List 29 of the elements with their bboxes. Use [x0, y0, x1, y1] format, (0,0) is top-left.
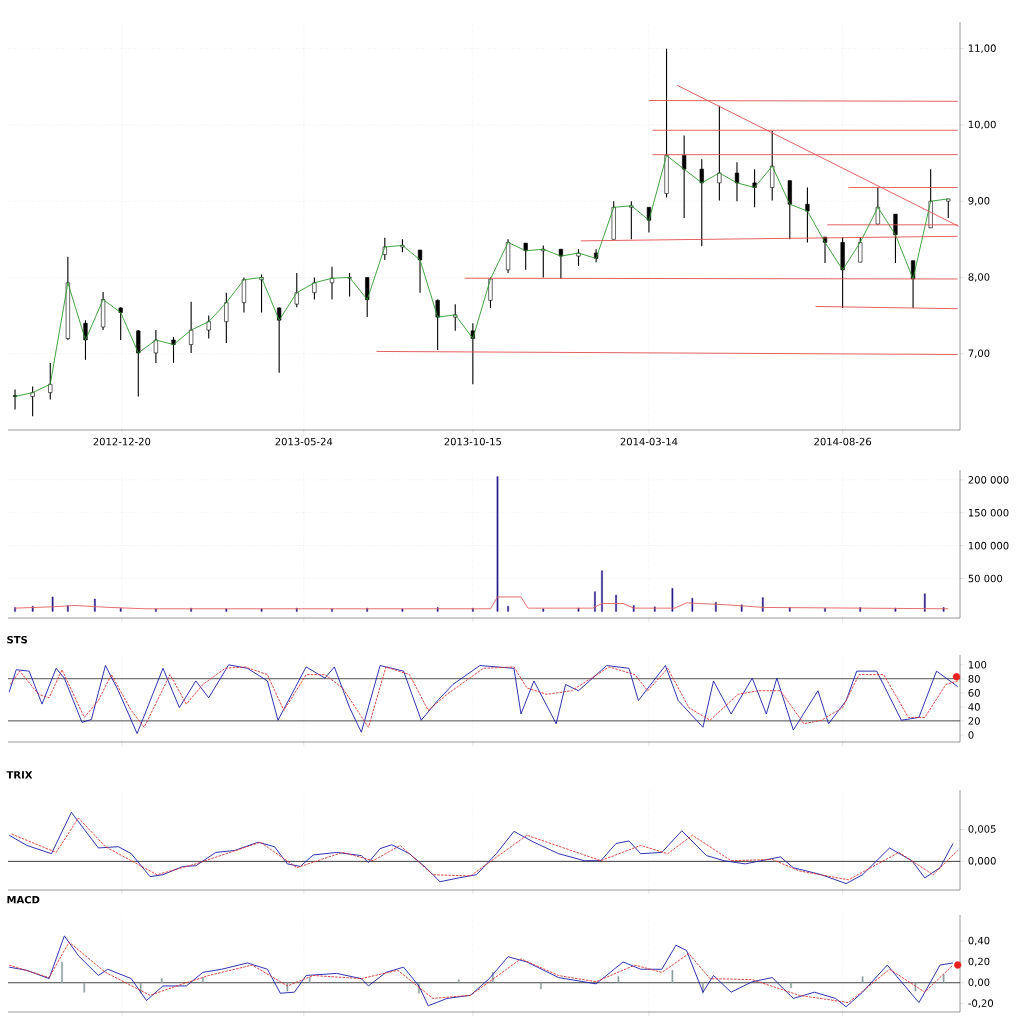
y-tick-label: 0,00	[968, 978, 990, 988]
y-tick-label: -0,20	[968, 999, 994, 1008]
x-tick-label: 2013-10-15	[444, 437, 502, 446]
y-tick-label: 11,00	[968, 44, 996, 53]
y-tick-label: 20	[968, 717, 980, 725]
y-tick-label: 7,00	[968, 349, 990, 359]
y-tick-label: 9,00	[968, 196, 990, 206]
x-tick-label: 2013-05-24	[275, 437, 333, 446]
x-tick-label: 2014-03-14	[620, 437, 678, 446]
y-tick-label: 100 000	[968, 541, 1009, 550]
y-tick-label: 0,000	[968, 857, 996, 866]
x-tick-label: 2014-08-26	[814, 437, 872, 446]
y-tick-label: 8,00	[968, 273, 990, 282]
y-tick-label: 200 000	[968, 476, 1009, 484]
y-tick-label: 80	[968, 675, 980, 683]
y-tick-label: 0,005	[968, 825, 996, 834]
y-tick-label: 40	[968, 703, 980, 711]
y-tick-label: 0,20	[968, 957, 990, 967]
y-tick-label: 60	[968, 689, 980, 697]
y-tick-label: 0,40	[968, 936, 990, 946]
x-tick-label: 2012-12-20	[93, 437, 151, 446]
chart-title: STS	[7, 635, 28, 644]
y-tick-label: 50 000	[968, 574, 1003, 583]
y-tick-label: 10,00	[968, 120, 996, 130]
y-tick-label: 0	[968, 731, 974, 739]
y-tick-label: 150 000	[968, 508, 1009, 517]
y-tick-label: 100	[968, 661, 987, 669]
chart-title: TRIX	[6, 771, 33, 779]
chart-title: MACD	[7, 895, 40, 904]
